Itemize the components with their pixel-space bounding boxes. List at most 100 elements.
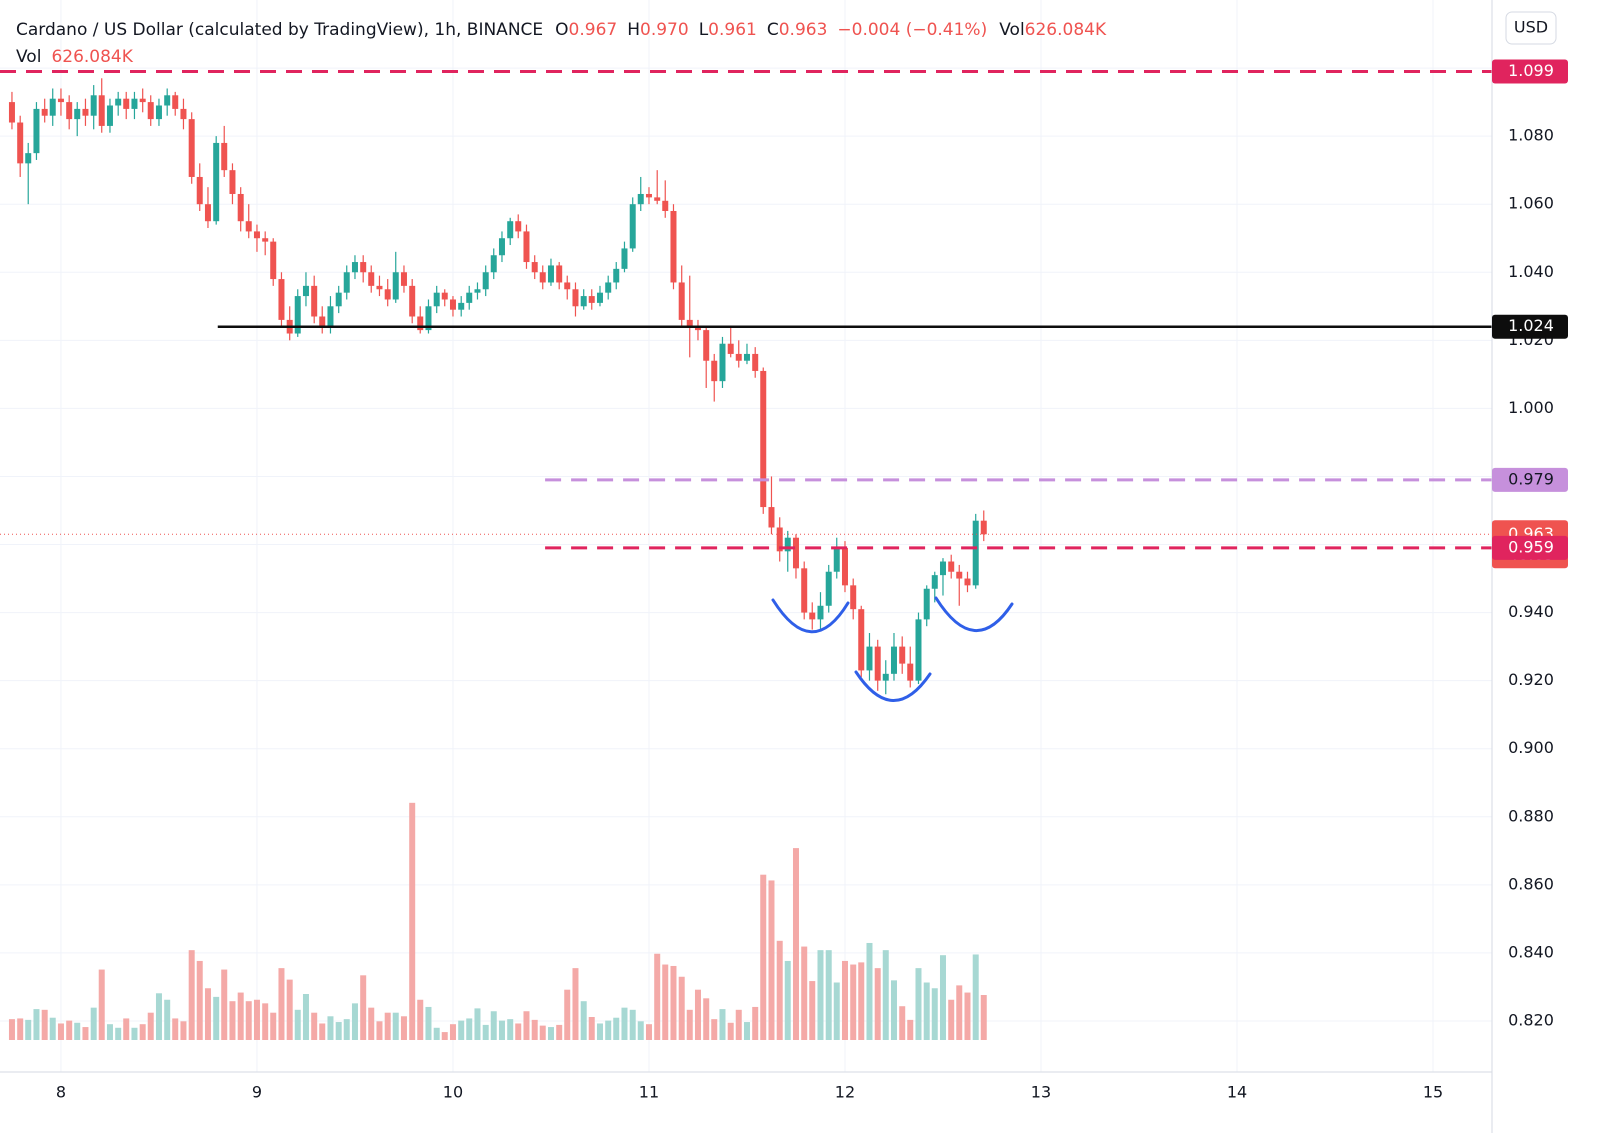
volume-bar <box>743 1022 750 1040</box>
volume-bar <box>841 960 848 1040</box>
candle-body <box>531 262 538 273</box>
candle-body <box>507 221 514 239</box>
candle-body <box>123 98 130 109</box>
candle-body <box>711 360 718 382</box>
level-box <box>1492 535 1568 560</box>
candle-body <box>686 319 693 327</box>
volume-bar <box>155 993 162 1040</box>
volume-bar <box>376 1021 383 1040</box>
candle-body <box>343 272 350 293</box>
candle-body <box>654 197 661 201</box>
volume-bar <box>523 1011 530 1040</box>
x-tick-label: 15 <box>1423 1083 1443 1102</box>
volume-bar <box>343 1019 350 1040</box>
volume-bar <box>294 1009 301 1040</box>
candle-body <box>311 285 318 317</box>
candle-body <box>106 105 113 126</box>
candle-body <box>923 588 930 620</box>
candle-body <box>605 282 612 293</box>
volume-bar <box>417 999 424 1040</box>
change: −0.004 (−0.41%) <box>837 20 987 40</box>
volume-bar <box>449 1024 456 1040</box>
y-tick-label: 0.880 <box>1508 806 1554 825</box>
ohlc-value: 0.961 <box>708 20 757 40</box>
candle-body <box>213 142 220 222</box>
volume-bar <box>139 1024 146 1040</box>
left-shoulder-arc <box>771 598 850 634</box>
candle-body <box>784 537 791 552</box>
volume-bar <box>123 1018 130 1040</box>
volume-bar <box>817 950 824 1040</box>
candle-body <box>351 262 358 273</box>
pattern-annotations <box>771 596 1014 702</box>
level-label: 1.099 <box>1508 61 1554 80</box>
candle-body <box>613 268 620 283</box>
candle-body <box>858 609 865 671</box>
candle-body <box>801 568 808 613</box>
candle-body <box>74 108 81 120</box>
volume-bar <box>792 848 799 1040</box>
candle-body <box>188 119 195 177</box>
candle-body <box>580 296 587 307</box>
y-tick-label: 0.940 <box>1508 602 1554 621</box>
currency-label[interactable]: USD <box>1514 18 1548 37</box>
ohlc-value: 0.970 <box>640 20 689 40</box>
candle-body <box>547 265 554 283</box>
candle-body <box>17 122 24 164</box>
volume-bar <box>41 1009 48 1040</box>
candle-body <box>180 108 187 120</box>
right-shoulder-arc <box>934 596 1014 633</box>
candle-body <box>319 316 326 327</box>
candle-body <box>253 231 260 239</box>
volume-bar <box>237 992 244 1040</box>
y-tick-label: 1.040 <box>1508 262 1554 281</box>
volume-bar <box>172 1018 179 1040</box>
candle-body <box>776 527 783 552</box>
volume-bar <box>90 1007 97 1040</box>
volume-bar <box>409 802 416 1040</box>
volume-bar <box>858 962 865 1040</box>
candle-body <box>694 326 701 331</box>
x-tick-label: 14 <box>1227 1083 1247 1102</box>
volume-bar <box>278 968 285 1040</box>
volume-bar <box>253 999 260 1040</box>
candle-body <box>899 646 906 664</box>
candle-body <box>417 316 424 331</box>
volume-bar <box>49 1017 56 1040</box>
volume-bar <box>825 950 832 1040</box>
candle-body <box>41 108 48 116</box>
candle-body <box>964 578 971 586</box>
candle-body <box>874 646 881 681</box>
volume-bar <box>972 954 979 1040</box>
volume-bar <box>286 979 293 1040</box>
volume-bar <box>719 1009 726 1040</box>
candle-body <box>278 279 285 320</box>
volume-bar <box>515 1023 522 1040</box>
x-tick-label: 13 <box>1031 1083 1051 1102</box>
candle-body <box>743 353 750 361</box>
volume-bar <box>899 1006 906 1040</box>
volume-bar <box>564 989 571 1040</box>
volume-bar <box>907 1019 914 1040</box>
volume-bar <box>915 968 922 1040</box>
volume-bar <box>74 1022 81 1040</box>
candle-body <box>49 98 56 116</box>
candle-body <box>441 292 448 300</box>
volume-bar <box>319 1023 326 1040</box>
volume-bar <box>433 1027 440 1040</box>
candle-body <box>482 272 489 290</box>
volume-bar <box>580 1001 587 1040</box>
candle-body <box>939 561 946 576</box>
candle-body <box>466 292 473 303</box>
candle-body <box>890 646 897 674</box>
currency-button[interactable] <box>1505 11 1557 45</box>
volume-bar <box>539 1025 546 1040</box>
ohlc-label: H <box>627 20 640 40</box>
y-tick-label: 0.820 <box>1508 1010 1554 1029</box>
candle-body <box>82 108 89 116</box>
volume-bar <box>621 1007 628 1040</box>
volume-bar <box>188 950 195 1040</box>
volume-bar <box>351 1003 358 1040</box>
candle-body <box>629 204 636 249</box>
